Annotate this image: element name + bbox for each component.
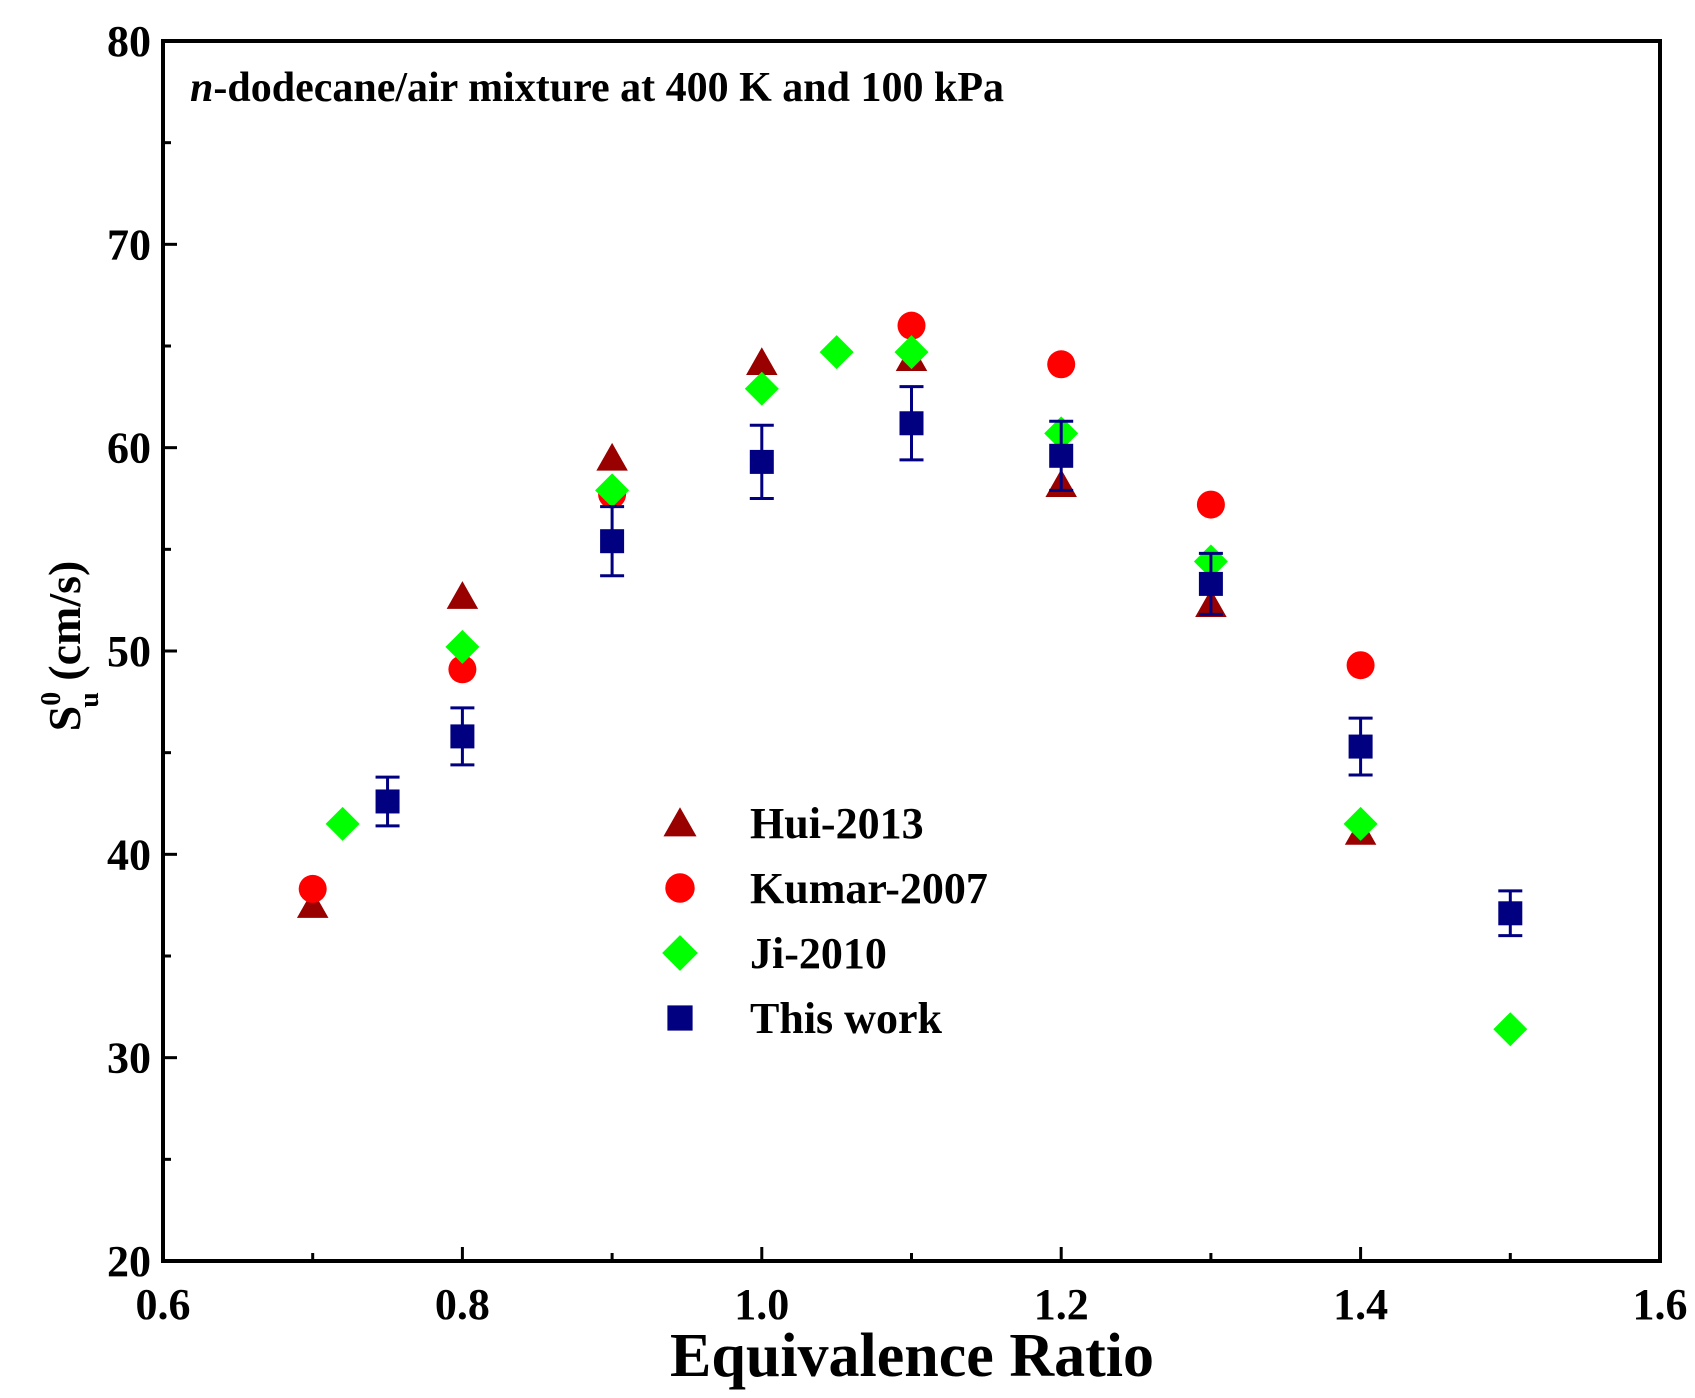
legend-marker [663,807,697,837]
data-point [595,473,630,508]
data-point [746,347,778,376]
x-axis-label: Equivalence Ratio [670,1322,1154,1390]
data-point [1346,651,1375,680]
plot-frame [161,39,1662,1263]
data-point [744,371,779,406]
data-point [1493,1012,1528,1047]
data-point [1198,571,1223,596]
y-tick-label: 20 [107,1237,151,1286]
data-point [819,335,854,370]
data-point [749,449,774,474]
series-this-work [375,385,1523,938]
data-point [450,724,475,749]
y-axis-label-sup: 0 [36,692,67,706]
y-tick-label: 30 [107,1034,151,1083]
legend-marker [667,1005,693,1031]
y-tick-label: 50 [107,627,151,676]
y-axis-label-main: S [39,706,90,732]
data-point [296,890,329,918]
x-tick-label: 1.6 [1633,1280,1688,1329]
series-kumar-2007 [298,311,1375,903]
plot-data [296,311,1528,1047]
data-point [600,529,625,554]
x-tick-label: 1.4 [1333,1280,1388,1329]
y-tick-label: 70 [107,220,151,269]
data-point [1196,490,1225,519]
data-point [325,806,360,841]
legend-label: This work [750,994,942,1043]
data-point [596,442,628,471]
legend-marker [662,935,698,971]
chart-title: n-dodecane/air mixture at 400 K and 100 … [190,65,1004,111]
x-tick-label: 0.6 [136,1280,191,1329]
chart-title-rest: -dodecane/air mixture at 400 K and 100 k… [213,65,1004,111]
y-tick-label: 80 [107,17,151,66]
data-point [1498,901,1523,926]
data-point [894,335,929,370]
data-point [897,311,926,340]
legend-label: Hui-2013 [750,799,924,848]
data-point [448,655,477,684]
y-axis-label-unit: (cm/s) [39,561,90,693]
data-point [1047,350,1076,379]
chart-title-italic: n [190,65,213,111]
y-axis-label: S0 u (cm/s) [36,561,105,732]
y-tick-labels: 20 30 40 50 60 70 80 [107,17,151,1286]
legend-marker [665,873,695,903]
data-point [375,789,400,814]
x-tick-labels: 0.6 0.8 1.0 1.2 1.4 1.6 [136,1280,1688,1329]
x-tick-label: 0.8 [435,1280,490,1329]
legend-label: Ji-2010 [750,929,887,978]
x-tick-label: 1.0 [734,1280,789,1329]
data-point [446,581,479,609]
legend: Hui-2013 Kumar-2007 Ji-2010 This work [662,799,988,1043]
y-tick-label: 60 [107,424,151,473]
legend-label: Kumar-2007 [750,864,988,913]
data-point [1343,806,1378,841]
data-point [899,411,924,436]
y-axis-label-sub: u [74,692,105,708]
data-point [298,874,327,903]
y-tick-label: 40 [107,830,151,879]
data-point [1348,734,1373,759]
data-point [1049,443,1074,468]
data-point [445,629,480,664]
x-tick-label: 1.2 [1034,1280,1089,1329]
